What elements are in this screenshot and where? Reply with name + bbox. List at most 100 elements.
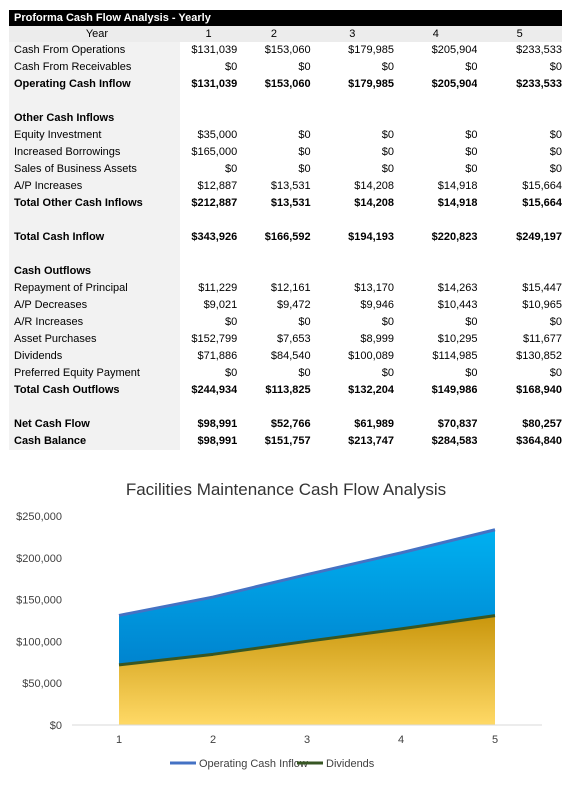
table-cell [237, 246, 310, 263]
series-line-operating-cash-inflow [118, 528, 496, 617]
table-row: Preferred Equity Payment $0 $0 $0 $0 $0 [9, 365, 562, 382]
table-cell: $13,170 [354, 282, 395, 294]
chart-title: Facilities Maintenance Cash Flow Analysi… [125, 480, 447, 499]
table-title: Proforma Cash Flow Analysis - Yearly [9, 10, 562, 26]
row-label [9, 93, 180, 110]
table-cell [394, 212, 477, 229]
table-cell: $10,295 [437, 333, 478, 345]
table-cell: $0 [298, 163, 311, 175]
table-cell: $0 [381, 367, 395, 379]
y-tick-label: $50,000 [22, 678, 62, 690]
table-cell: $194,193 [348, 231, 395, 243]
row-label: Net Cash Flow [9, 416, 180, 433]
table-cell [237, 263, 310, 280]
table-cell [394, 263, 477, 280]
table-cell: $13,531 [270, 197, 311, 209]
table-cell: $0 [549, 129, 562, 141]
table-cell: $13,531 [270, 180, 311, 192]
table-cell: $179,985 [348, 44, 395, 56]
table-cell: $98,991 [197, 418, 238, 430]
row-label: Cash Outflows [9, 263, 180, 280]
table-cell: $212,887 [191, 197, 238, 209]
table-row: Total Cash Outflows $244,934 $113,825 $132,… [9, 382, 562, 399]
table-cell: $7,653 [276, 333, 311, 345]
table-cell: $0 [465, 61, 478, 73]
table-cell: $132,204 [348, 384, 395, 396]
table-cell: $130,852 [516, 350, 562, 362]
table-cell [311, 399, 394, 416]
table-cell: $343,926 [191, 231, 238, 243]
table-cell [394, 399, 477, 416]
table-cell: $131,039 [191, 78, 238, 90]
table-cell [311, 110, 394, 127]
row-label: Equity Investment [9, 127, 180, 144]
table-cell [311, 93, 394, 110]
table-cell: $152,799 [191, 333, 238, 345]
table-cell: $166,592 [264, 231, 311, 243]
row-label [9, 246, 180, 263]
table-row: Total Other Cash Inflows $212,887 $13,531 $… [9, 195, 562, 212]
table-cell: $14,918 [437, 197, 478, 209]
row-label: Cash From Receivables [9, 59, 180, 76]
table-cell: $0 [465, 163, 478, 175]
table-cell [311, 246, 394, 263]
table-row [9, 399, 562, 416]
table-cell: $52,766 [270, 418, 311, 430]
table-row: Operating Cash Inflow $131,039 $153,060 $17… [9, 76, 562, 93]
table-cell: $61,989 [354, 418, 395, 430]
table-row: Dividends $71,886 $84,540 $100,089 $114,985 $… [9, 348, 562, 365]
table-cell: $0 [381, 146, 395, 158]
x-tick-label: 2 [210, 734, 216, 746]
table-cell: $0 [549, 316, 562, 328]
table-cell: $153,060 [264, 78, 311, 90]
table-row: A/P Decreases $9,021 $9,472 $9,946 $10,443 $1… [9, 297, 562, 314]
table-row: Sales of Business Assets $0 $0 $0 $0 $0 [9, 161, 562, 178]
y-tick-label: $200,000 [16, 553, 62, 565]
table-cell: $244,934 [191, 384, 238, 396]
table-cell: $14,918 [437, 180, 478, 192]
table-cell: $0 [465, 316, 478, 328]
x-tick-label: 5 [492, 734, 498, 746]
table-cell: $15,664 [522, 180, 562, 192]
table-cell [180, 93, 237, 110]
table-cell [477, 110, 562, 127]
table-cell: $12,887 [197, 180, 238, 192]
table-cell: $114,985 [432, 350, 478, 362]
table-cell: $0 [381, 61, 395, 73]
cash-flow-table: Year 1 2 3 4 5 Cash From Operations $131,… [9, 26, 562, 450]
cash-flow-chart: Facilities Maintenance Cash Flow Analysi… [0, 470, 572, 787]
y-tick-label: $250,000 [16, 511, 62, 523]
x-tick-label: 1 [116, 734, 122, 746]
table-cell: $205,904 [431, 78, 478, 90]
row-label: A/P Increases [9, 178, 180, 195]
table-cell [180, 212, 237, 229]
table-cell: $149,986 [431, 384, 478, 396]
table-cell: $11,229 [198, 282, 238, 294]
table-cell [394, 110, 477, 127]
table-cell: $80,257 [522, 418, 562, 430]
table-cell: $168,940 [516, 384, 562, 396]
year-header-row: Year 1 2 3 4 5 [9, 26, 562, 42]
table-row: Cash Outflows [9, 263, 562, 280]
table-cell: $0 [224, 61, 238, 73]
row-label: Total Other Cash Inflows [9, 195, 180, 212]
table-cell: $98,991 [197, 435, 238, 447]
row-label: Dividends [9, 348, 180, 365]
table-row: Net Cash Flow $98,991 $52,766 $61,989 $70,83… [9, 416, 562, 433]
table-row: Equity Investment $35,000 $0 $0 $0 $0 [9, 127, 562, 144]
table-cell: $9,472 [276, 299, 311, 311]
table-row: Total Cash Inflow $343,926 $166,592 $194,19… [9, 229, 562, 246]
table-cell: $11,677 [523, 333, 562, 345]
table-row [9, 212, 562, 229]
table-cell: $0 [549, 367, 562, 379]
row-label: Cash Balance [9, 433, 180, 450]
row-label: Operating Cash Inflow [9, 76, 180, 93]
legend-label: Dividends [326, 758, 375, 770]
table-cell: $205,904 [431, 44, 478, 56]
table-cell [311, 263, 394, 280]
table-cell: $249,197 [516, 231, 562, 243]
table-cell: $35,000 [197, 129, 238, 141]
table-cell [180, 110, 237, 127]
table-cell [237, 399, 310, 416]
table-cell [180, 263, 237, 280]
